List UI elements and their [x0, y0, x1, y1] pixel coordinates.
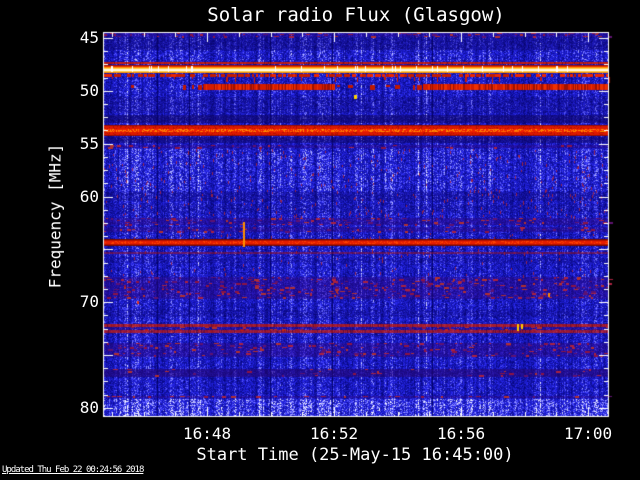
y-tick-label: 50 [79, 80, 99, 100]
updated-timestamp: Updated Thu Feb 22 00:24:56 2018 [2, 465, 144, 475]
chart-title: Solar radio Flux (Glasgow) [207, 4, 505, 26]
y-tick-label: 55 [79, 133, 99, 153]
y-tick-label: 45 [79, 28, 99, 48]
x-tick-labels: 16:48 16:52 16:56 17:00 [0, 426, 640, 444]
x-tick-label: 17:00 [563, 424, 613, 443]
x-axis-label: Start Time (25-May-15 16:45:00) [196, 445, 514, 465]
x-tick-label: 16:56 [436, 424, 486, 443]
y-tick-label: 70 [79, 292, 99, 312]
y-tick-labels: 45 50 55 60 70 80 [0, 0, 100, 480]
x-tick-label: 16:48 [183, 424, 232, 443]
y-tick-label: 60 [79, 186, 99, 206]
y-tick-label: 80 [79, 397, 99, 417]
x-tick-label: 16:52 [310, 424, 359, 443]
